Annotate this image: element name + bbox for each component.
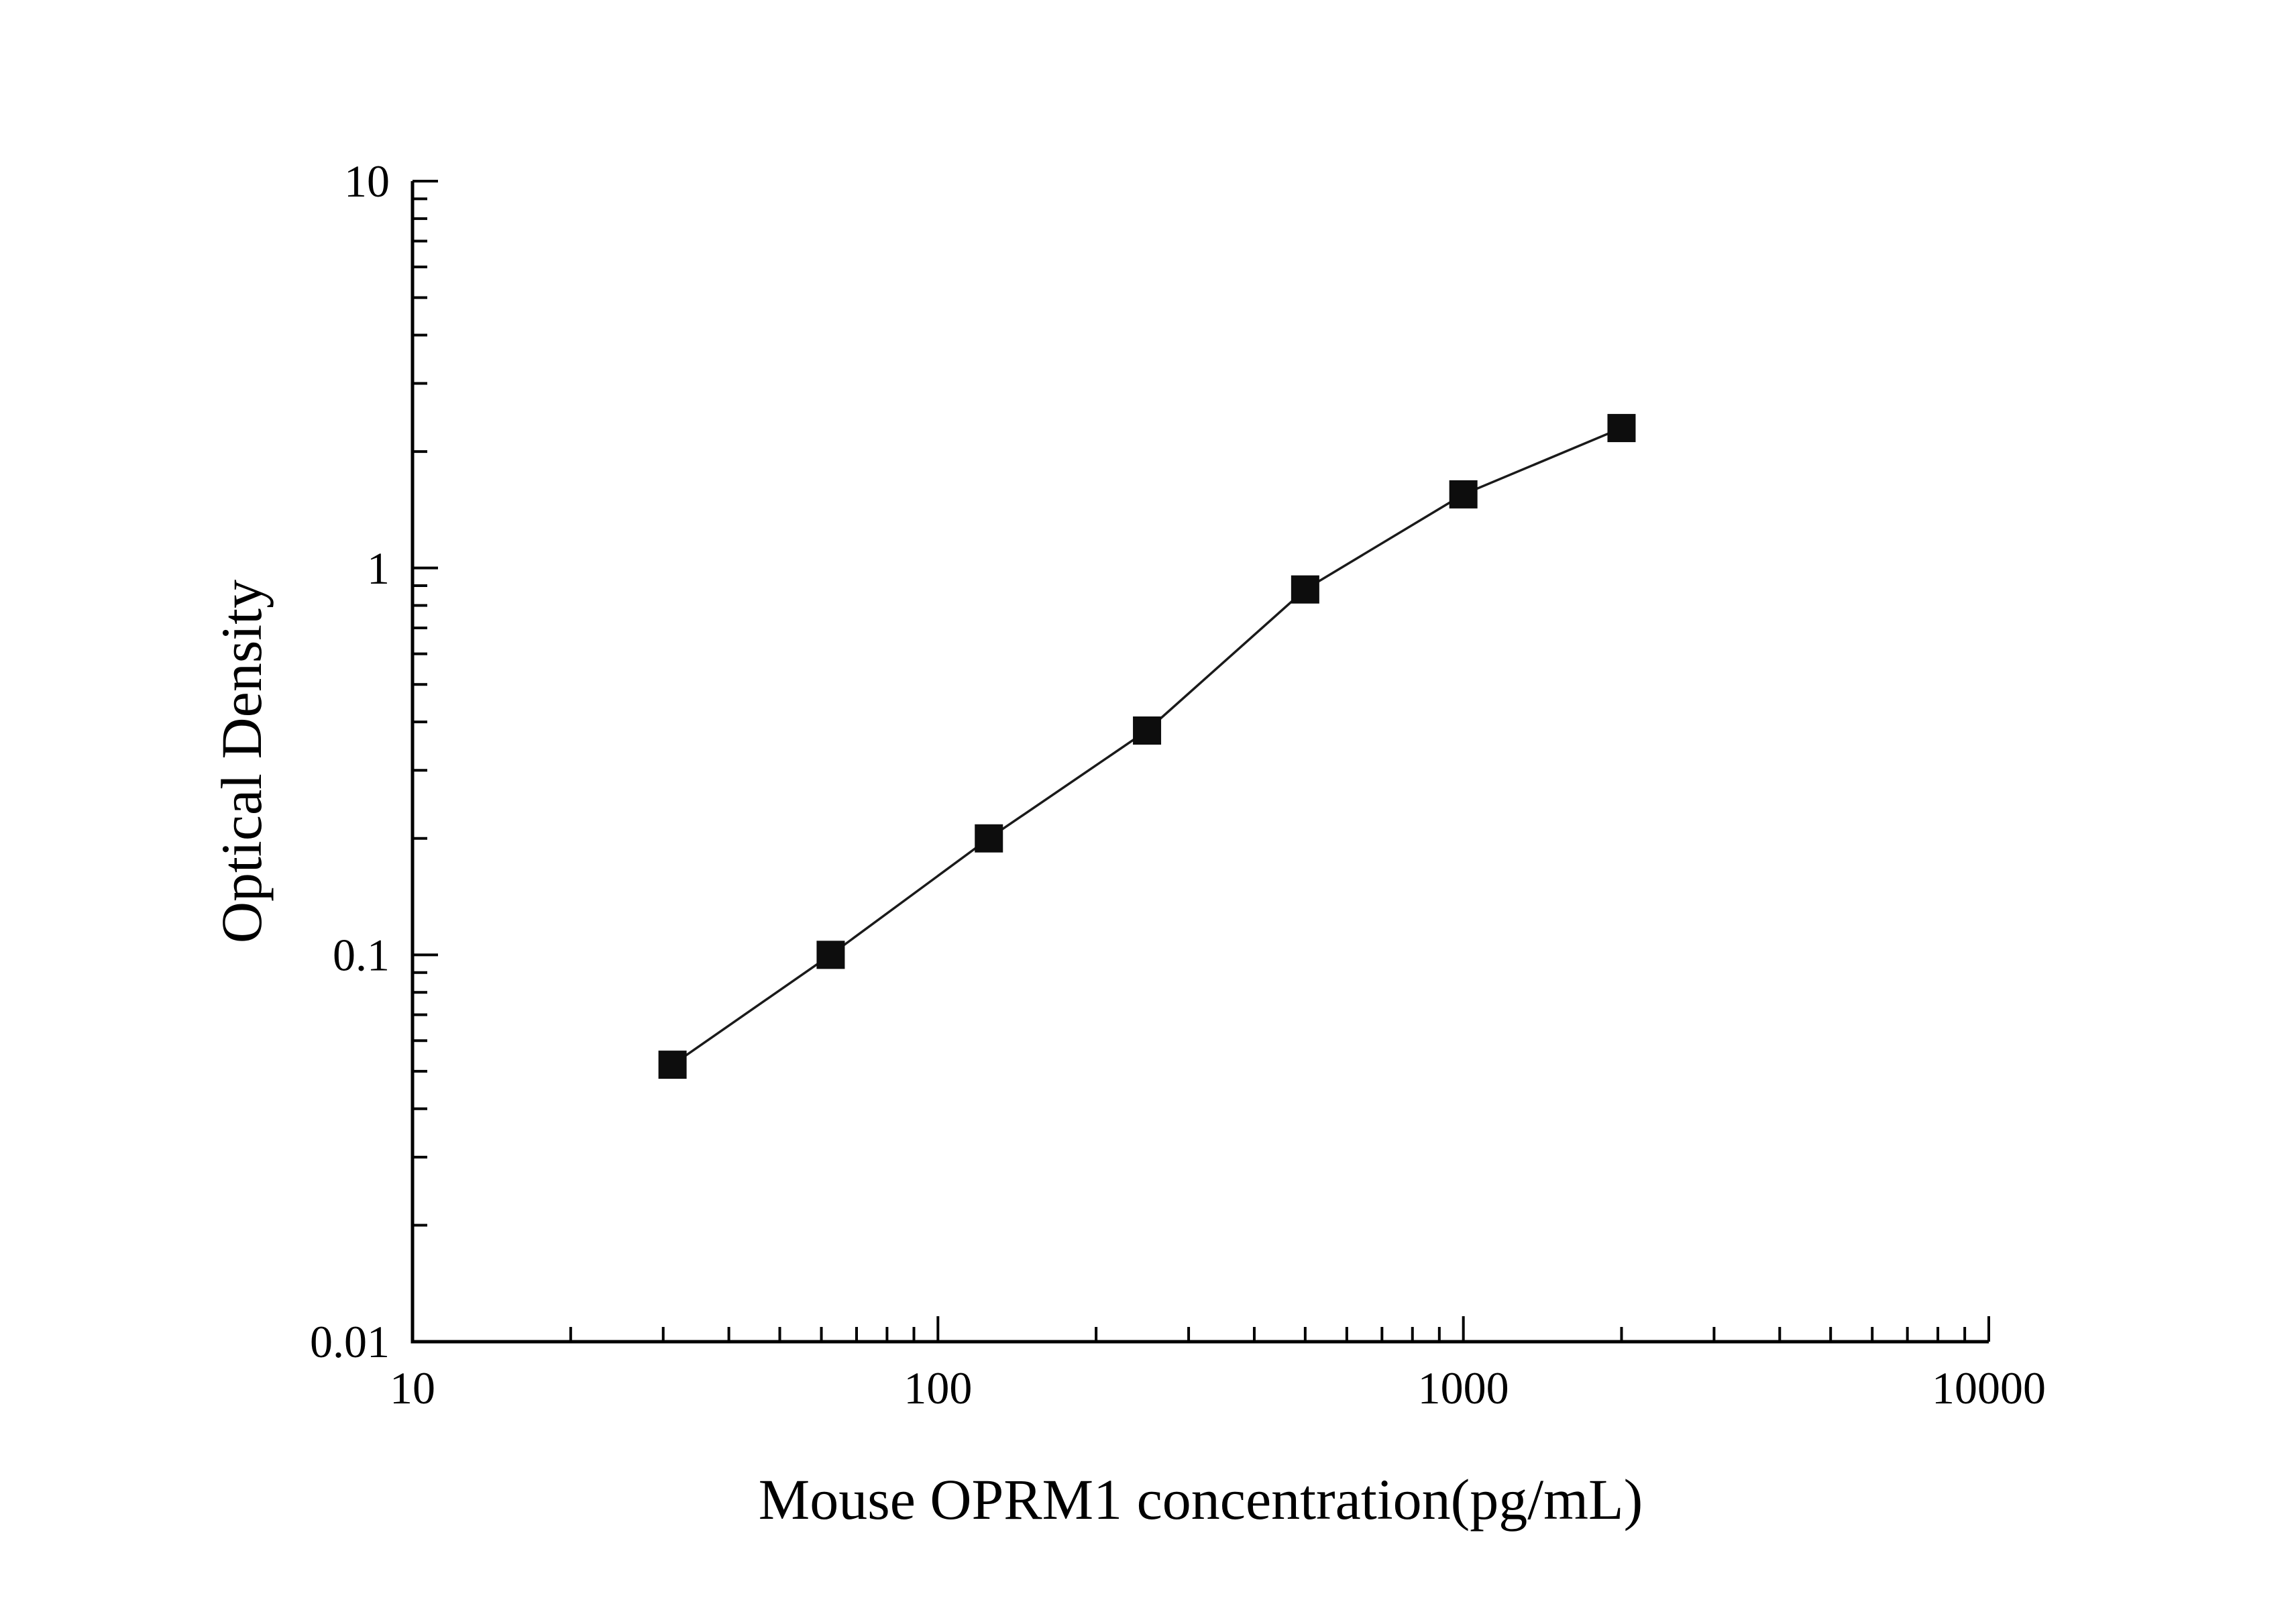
y-tick-label: 10: [344, 156, 390, 207]
data-point-marker: [1133, 716, 1162, 745]
y-axis-title: Optical Density: [209, 579, 274, 944]
data-point-marker: [975, 824, 1003, 853]
x-tick-label: 100: [904, 1362, 972, 1413]
data-point-marker: [658, 1051, 687, 1079]
x-tick-label: 1000: [1418, 1362, 1509, 1413]
series-line: [671, 427, 1623, 1066]
x-tick-label: 10: [390, 1362, 435, 1413]
data-point-marker: [816, 941, 845, 969]
data-point-marker: [1449, 480, 1478, 509]
y-tick-label: 1: [367, 543, 390, 594]
data-point-marker: [1607, 414, 1636, 443]
x-axis-title: Mouse OPRM1 concentration(pg/mL): [758, 1467, 1643, 1532]
x-tick-label: 10000: [1932, 1362, 2046, 1413]
data-point-marker: [1291, 575, 1319, 604]
y-tick-label: 0.1: [333, 929, 390, 980]
y-tick-label: 0.01: [310, 1316, 390, 1367]
